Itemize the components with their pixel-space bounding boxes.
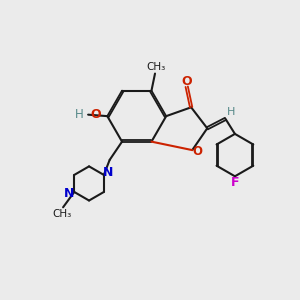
Text: -: - (87, 108, 91, 121)
Text: CH₃: CH₃ (146, 62, 165, 72)
Text: N: N (103, 166, 114, 179)
Text: O: O (182, 75, 192, 88)
Text: H: H (75, 108, 84, 121)
Text: F: F (231, 176, 239, 189)
Text: CH₃: CH₃ (52, 209, 71, 219)
Text: H: H (226, 107, 235, 117)
Text: O: O (90, 108, 101, 121)
Text: O: O (193, 145, 202, 158)
Text: N: N (64, 187, 74, 200)
